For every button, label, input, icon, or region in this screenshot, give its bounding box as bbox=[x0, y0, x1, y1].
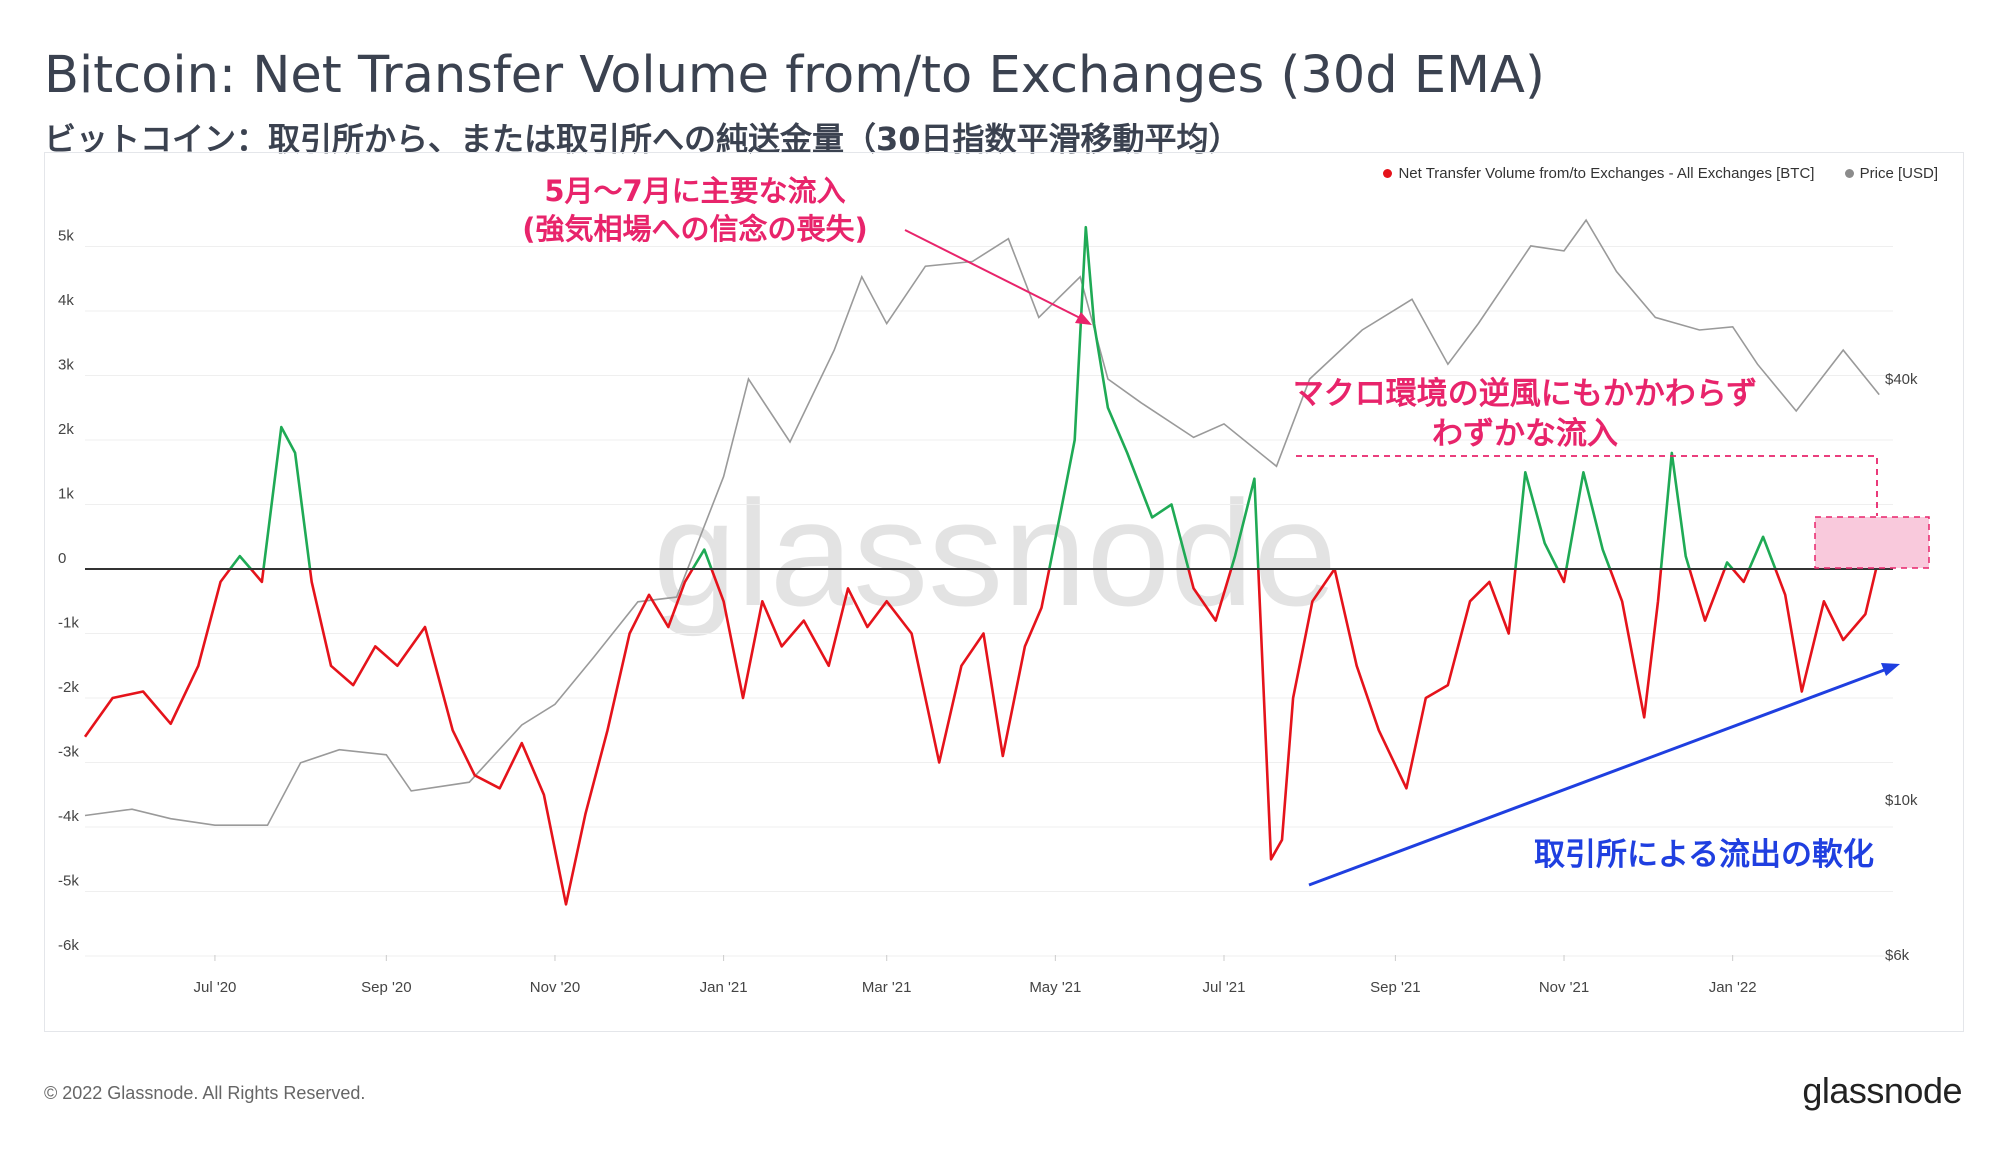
net-line-segment bbox=[1731, 568, 1751, 584]
x-tick-label: Sep '20 bbox=[361, 979, 411, 996]
y-tick-label-left: -4k bbox=[58, 808, 79, 825]
chart-title: Bitcoin: Net Transfer Volume from/to Exc… bbox=[44, 46, 1545, 105]
inflow-arrowhead bbox=[1075, 312, 1092, 325]
annotation-outflow: 取引所による流出の軟化 bbox=[1533, 837, 1875, 873]
price-series bbox=[84, 218, 1880, 827]
net-line-segment bbox=[249, 568, 265, 584]
net-line-segment bbox=[1608, 568, 1663, 719]
net-line-segment bbox=[1333, 568, 1517, 790]
grid bbox=[85, 246, 1893, 957]
annotation-inflow-line1: 5月〜7月に主要な流入 bbox=[544, 174, 846, 208]
x-tick-label: Nov '21 bbox=[1539, 979, 1589, 996]
y-tick-label-left: 5k bbox=[58, 228, 74, 245]
legend-label-price: Price [USD] bbox=[1859, 165, 1938, 182]
y-axis-right: $40k $10k $6k bbox=[1885, 371, 1918, 964]
y-tick-label-right: $10k bbox=[1885, 792, 1918, 809]
y-tick-label-left: 4k bbox=[58, 292, 74, 309]
legend: Net Transfer Volume from/to Exchanges - … bbox=[1357, 165, 1938, 182]
net-line-segment bbox=[1048, 225, 1190, 570]
net-line-segment bbox=[1514, 470, 1559, 570]
annotation-inflow-line2: (強気相場への信念の喪失) bbox=[522, 212, 868, 246]
footer-logo[interactable]: glassnode bbox=[1802, 1070, 1962, 1111]
net-line-segment bbox=[1748, 535, 1777, 570]
net-line-segment bbox=[1688, 568, 1726, 622]
inflow-arrow bbox=[904, 229, 1089, 323]
legend-item-price[interactable]: Price [USD] bbox=[1844, 165, 1938, 182]
y-tick-label-left: -2k bbox=[58, 679, 79, 696]
net-line-segment bbox=[710, 568, 1051, 764]
footer-copyright: © 2022 Glassnode. All Rights Reserved. bbox=[44, 1083, 366, 1103]
y-tick-label-left: -3k bbox=[58, 744, 79, 761]
y-tick-label-right: $40k bbox=[1885, 371, 1918, 388]
outflow-arrow bbox=[1308, 664, 1896, 887]
y-tick-label-left: 1k bbox=[58, 486, 74, 503]
y-axis-left: 5k 4k 3k 2k 1k 0 -1k -2k -3k -4k -5k -6k bbox=[58, 228, 79, 955]
y-tick-label-left: -1k bbox=[58, 615, 79, 632]
price-line bbox=[84, 218, 1880, 827]
y-tick-label-left: -6k bbox=[58, 937, 79, 954]
legend-label-net: Net Transfer Volume from/to Exchanges - … bbox=[1398, 165, 1815, 182]
y-tick-label-left: -5k bbox=[58, 873, 79, 890]
macro-bracket bbox=[1296, 455, 1878, 516]
net-line-segment bbox=[691, 548, 713, 570]
annotation-macro: マクロ環境の逆風にもかかわらず わずかな流入 bbox=[1255, 374, 1795, 454]
net-line-segment bbox=[1556, 568, 1568, 584]
net-line-segment bbox=[1723, 561, 1734, 570]
net-line-segment bbox=[1565, 470, 1612, 570]
x-tick-label: Jan '22 bbox=[1709, 979, 1757, 996]
x-tick-label: Mar '21 bbox=[862, 979, 912, 996]
net-line-segment bbox=[1659, 451, 1691, 570]
annotation-macro-line2: わずかな流入 bbox=[1432, 416, 1618, 452]
chart-panel bbox=[44, 152, 1964, 1032]
macro-highlight bbox=[1814, 516, 1930, 569]
net-line-segment bbox=[1257, 568, 1336, 861]
x-axis: Jul '20 Sep '20 Nov '20 Jan '21 Mar '21 May '… bbox=[193, 955, 1757, 996]
x-tick-label: Jan '21 bbox=[700, 979, 748, 996]
net-line-segment bbox=[262, 425, 312, 570]
x-tick-label: Jul '21 bbox=[1203, 979, 1246, 996]
legend-dot-price bbox=[1844, 169, 1854, 178]
x-tick-label: Jul '20 bbox=[193, 979, 236, 996]
y-tick-label-left: 2k bbox=[58, 421, 74, 438]
chart-subtitle: ビットコイン：取引所から、または取引所への純送金量（30日指数平滑移動平均） bbox=[44, 120, 1241, 158]
net-line-segment bbox=[229, 554, 252, 570]
annotation-macro-line1: マクロ環境の逆風にもかかわらず bbox=[1292, 376, 1758, 412]
watermark: glassnode bbox=[653, 469, 1337, 637]
legend-dot-net bbox=[1383, 169, 1393, 178]
x-tick-label: May '21 bbox=[1029, 979, 1081, 996]
net-line-segment bbox=[83, 568, 232, 738]
y-tick-label-right: $6k bbox=[1885, 947, 1910, 964]
net-series bbox=[83, 225, 1881, 906]
net-line-segment bbox=[308, 568, 694, 906]
net-line-segment bbox=[1187, 568, 1233, 622]
net-line-segment bbox=[1774, 568, 1878, 693]
annotation-inflow: 5月〜7月に主要な流入 (強気相場への信念の喪失) bbox=[485, 172, 905, 248]
y-tick-label-left: 3k bbox=[58, 357, 74, 374]
x-tick-label: Sep '21 bbox=[1370, 979, 1420, 996]
x-tick-label: Nov '20 bbox=[530, 979, 580, 996]
outflow-arrowhead bbox=[1881, 663, 1900, 676]
legend-item-net[interactable]: Net Transfer Volume from/to Exchanges - … bbox=[1383, 165, 1814, 182]
net-line-segment bbox=[1229, 477, 1260, 570]
y-tick-label-left: 0 bbox=[58, 550, 66, 567]
